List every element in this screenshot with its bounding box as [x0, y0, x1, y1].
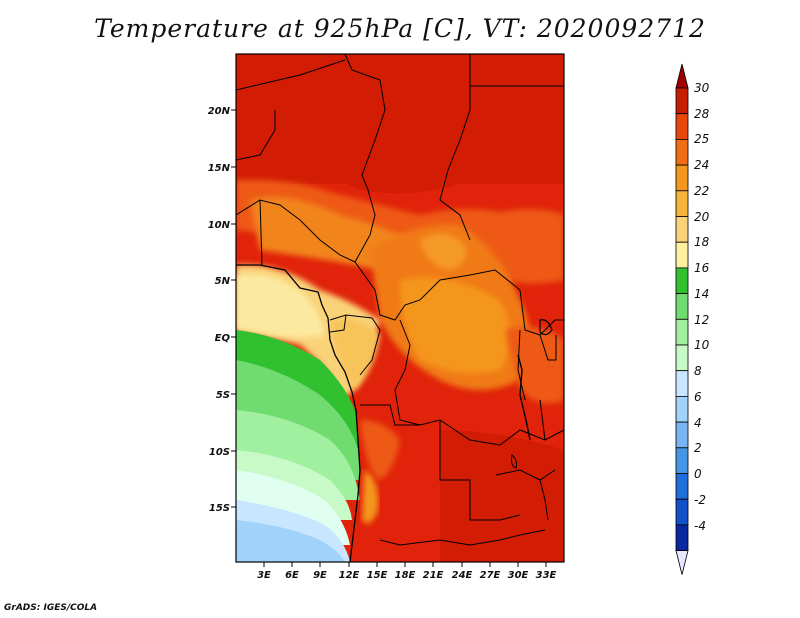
colorbar-swatch [675, 498, 689, 526]
colorbar-swatch [675, 524, 689, 552]
lon-label: 15E [367, 570, 388, 581]
colorbar-label: 6 [694, 390, 702, 404]
colorbar-label: 28 [694, 107, 710, 121]
colorbar-labels: 30 28 25 24 22 20 18 16 14 12 10 8 6 4 2… [694, 81, 710, 533]
map-axis-ticks [231, 109, 547, 567]
colorbar-label: 18 [694, 235, 710, 249]
colorbar-swatch [675, 87, 689, 115]
colorbar-label: -4 [694, 519, 706, 533]
lon-label: 3E [257, 570, 271, 581]
lon-label: 6E [285, 570, 299, 581]
longitude-labels: 3E 6E 9E 12E 15E 18E 21E 24E 27E 30E 33E [257, 570, 556, 581]
colorbar-label: 4 [694, 416, 702, 430]
colorbar-swatch [675, 63, 689, 89]
country-borders [236, 54, 564, 562]
lat-label: 10N [208, 220, 231, 231]
lat-label: 15N [208, 163, 231, 174]
lon-label: 21E [423, 570, 444, 581]
colorbar-label: 10 [694, 338, 710, 352]
colorbar-label: 12 [694, 313, 709, 327]
colorbar-swatch [675, 395, 689, 423]
colorbar-label: 2 [694, 441, 702, 455]
grads-credit: GrADS: IGES/COLA [4, 603, 98, 613]
lon-label: 12E [339, 570, 360, 581]
colorbar-swatch [675, 113, 689, 140]
colorbar-label: 8 [694, 364, 702, 378]
colorbar-label: 30 [694, 81, 710, 95]
colorbar-swatch [675, 473, 689, 500]
colorbar-label: 24 [694, 158, 709, 172]
colorbar-swatch [675, 550, 689, 575]
lon-label: 9E [313, 570, 327, 581]
temperature-field [236, 54, 564, 562]
colorbar-label: 22 [694, 184, 709, 198]
lat-label: EQ [215, 333, 231, 344]
colorbar [675, 63, 689, 575]
colorbar-label: -2 [694, 493, 706, 507]
colorbar-label: 16 [694, 261, 710, 275]
map-title: Temperature at 925hPa [C], VT: 202009271… [94, 14, 706, 43]
colorbar-label: 14 [694, 287, 709, 301]
colorbar-swatch [675, 190, 689, 217]
lon-label: 27E [480, 570, 501, 581]
lon-label: 24E [452, 570, 473, 581]
colorbar-label: 20 [694, 210, 710, 224]
colorbar-swatch [675, 241, 689, 269]
lat-label: 15S [209, 503, 230, 514]
latitude-labels: 20N 15N 10N 5N EQ 5S 10S 15S [208, 106, 231, 514]
colorbar-swatch [675, 164, 689, 192]
colorbar-swatch [675, 318, 689, 346]
colorbar-label: 25 [694, 132, 709, 146]
colorbar-swatch [675, 216, 689, 243]
lat-label: 10S [209, 447, 230, 458]
lat-label: 20N [208, 106, 231, 117]
colorbar-swatch [675, 267, 689, 294]
colorbar-swatch [675, 293, 689, 320]
colorbar-swatch [675, 370, 689, 397]
colorbar-swatch [675, 421, 689, 449]
colorbar-swatch [675, 447, 689, 474]
colorbar-swatch [675, 138, 689, 166]
lat-label: 5N [215, 276, 231, 287]
lon-label: 30E [508, 570, 529, 581]
lon-label: 18E [395, 570, 416, 581]
colorbar-label: 0 [694, 467, 702, 481]
lon-label: 33E [536, 570, 557, 581]
map-frame [235, 53, 565, 563]
colorbar-swatch [675, 344, 689, 372]
lat-label: 5S [216, 390, 230, 401]
